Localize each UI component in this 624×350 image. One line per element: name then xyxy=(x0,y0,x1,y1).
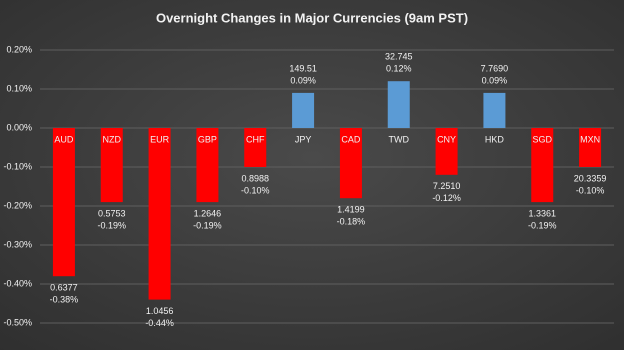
rate-label: 1.2646 xyxy=(194,208,222,218)
y-tick-label: -0.40% xyxy=(3,278,32,288)
value-label: -0.38% xyxy=(50,295,79,305)
rate-label: 1.4199 xyxy=(337,205,365,215)
x-tick-label: EUR xyxy=(150,134,170,144)
rate-label: 149.51 xyxy=(289,63,317,73)
value-label: -0.12% xyxy=(432,193,461,203)
rate-label: 20.3359 xyxy=(574,173,607,183)
y-tick-label: 0.00% xyxy=(6,122,32,132)
y-tick-label: -0.50% xyxy=(3,317,32,327)
value-label: -0.19% xyxy=(528,220,557,230)
x-tick-label: AUD xyxy=(54,134,74,144)
bar xyxy=(579,128,602,167)
value-label: -0.10% xyxy=(241,185,270,195)
value-label: 0.12% xyxy=(386,64,412,74)
value-label: 0.09% xyxy=(482,75,508,85)
x-tick-label: MXN xyxy=(580,134,600,144)
y-tick-label: -0.30% xyxy=(3,239,32,249)
y-tick-label: -0.20% xyxy=(3,200,32,210)
y-tick-label: 0.10% xyxy=(6,83,32,93)
value-label: -0.19% xyxy=(193,220,222,230)
value-label: -0.19% xyxy=(97,220,126,230)
x-tick-label: GBP xyxy=(198,134,217,144)
x-tick-label: CAD xyxy=(341,134,361,144)
bar xyxy=(531,128,554,203)
bar xyxy=(244,128,267,167)
x-tick-label: SGD xyxy=(532,134,552,144)
chart-title: Overnight Changes in Major Currencies (9… xyxy=(156,10,468,25)
value-label: -0.44% xyxy=(145,318,174,328)
rate-label: 1.3361 xyxy=(528,208,556,218)
bar xyxy=(52,128,75,277)
x-tick-label: TWD xyxy=(389,134,410,144)
rate-label: 32.745 xyxy=(385,52,413,62)
bar xyxy=(435,128,458,175)
value-label: -0.10% xyxy=(576,185,605,195)
x-tick-label: NZD xyxy=(103,134,122,144)
rate-label: 0.5753 xyxy=(98,208,126,218)
rate-label: 7.7690 xyxy=(481,63,509,73)
bar xyxy=(292,92,315,128)
y-tick-label: -0.10% xyxy=(3,161,32,171)
rate-label: 0.6377 xyxy=(50,283,78,293)
x-tick-label: CHF xyxy=(246,134,265,144)
rate-label: 7.2510 xyxy=(433,181,461,191)
rate-label: 0.8988 xyxy=(241,173,269,183)
bar xyxy=(387,81,410,128)
value-label: 0.09% xyxy=(290,75,316,85)
bar xyxy=(483,92,506,128)
rate-label: 1.0456 xyxy=(146,306,174,316)
bar xyxy=(196,128,219,203)
x-tick-label: HKD xyxy=(485,134,505,144)
value-label: -0.18% xyxy=(337,217,366,227)
x-tick-label: JPY xyxy=(295,134,312,144)
bar xyxy=(148,128,171,300)
x-tick-label: CNY xyxy=(437,134,456,144)
bar xyxy=(339,128,362,199)
y-tick-label: 0.20% xyxy=(6,44,32,54)
bar xyxy=(100,128,123,203)
